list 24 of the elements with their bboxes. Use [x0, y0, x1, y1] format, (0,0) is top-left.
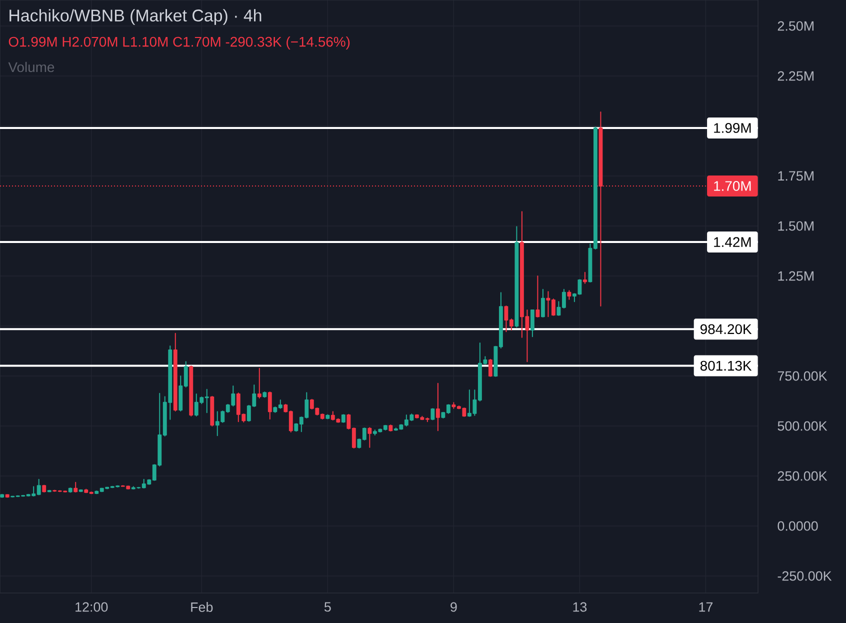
y-tick-label: 0.0000 [778, 521, 818, 531]
x-tick-label: 9 [450, 602, 457, 612]
annotation: O1.99M H2.070M L1.10M C1.70M -290.33K (−14.56%) [8, 36, 350, 50]
y-tick-label: 1.50M [778, 221, 814, 231]
y-tick-label: 250.00K [778, 471, 828, 481]
x-tick-label: 13 [573, 602, 587, 612]
y-tick-label: 2.50M [778, 21, 814, 31]
y-tick-label: 1.75M [778, 171, 814, 181]
y-tick-label: 750.00K [778, 371, 828, 381]
x-tick-label: 17 [699, 602, 713, 612]
x-tick-label: 12:00 [76, 602, 108, 612]
ref-line-label: 1.99M [714, 123, 751, 133]
x-tick-label: 5 [324, 602, 331, 612]
ref-line-label: 984.20K [700, 324, 752, 334]
y-tick-label: 1.25M [778, 271, 814, 281]
y-tick-label: 2.25M [778, 71, 814, 81]
ref-line-label: 1.70M [714, 181, 751, 191]
y-tick-label: -250.00K [778, 571, 832, 581]
ref-line-label: 801.13K [700, 360, 752, 371]
y-tick-label: 500.00K [778, 421, 828, 431]
annotation: Volume [8, 62, 54, 72]
text: Hachiko/WBNB (Market Cap) · 4h [10, 9, 262, 25]
x-tick-label: Feb [191, 602, 213, 612]
ref-line-label: 1.42M [714, 237, 751, 247]
